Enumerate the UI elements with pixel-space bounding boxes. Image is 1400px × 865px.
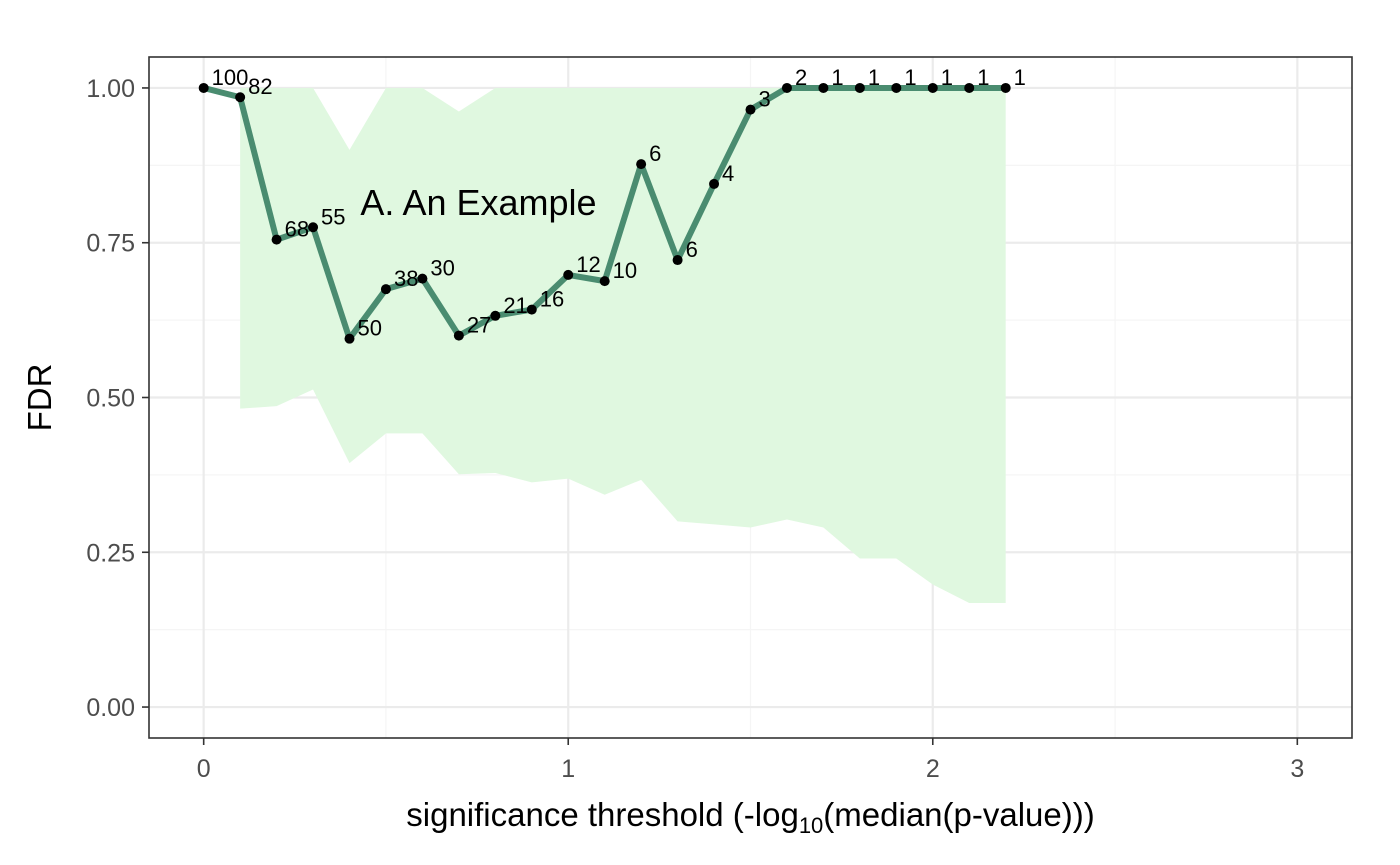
confidence-band (240, 87, 1006, 604)
data-point (380, 284, 391, 295)
data-point (235, 92, 246, 103)
data-point (781, 82, 792, 93)
data-point (344, 333, 355, 344)
point-label: 1 (1014, 65, 1026, 90)
x-tick-label: 3 (1290, 755, 1304, 783)
point-label: 1 (868, 65, 880, 90)
x-axis-title-subscript: 10 (799, 813, 823, 838)
point-label: 100 (212, 65, 249, 90)
data-point (964, 82, 975, 93)
data-point (709, 178, 720, 189)
data-point (417, 273, 428, 284)
data-point (927, 82, 938, 93)
y-tick-label: 0.00 (86, 694, 135, 722)
x-axis-title: significance threshold (-log10(median(p-… (406, 796, 1094, 838)
point-label: 27 (467, 313, 491, 338)
x-tick-label: 2 (926, 755, 940, 783)
point-label: 1 (977, 65, 989, 90)
point-label: 4 (722, 161, 734, 186)
data-points-layer (198, 82, 1011, 344)
point-label: 10 (613, 258, 637, 283)
data-point (308, 222, 319, 233)
point-label: 55 (321, 204, 345, 229)
y-tick-label: 0.50 (86, 385, 135, 413)
point-label: 16 (540, 287, 564, 312)
point-label: 6 (649, 141, 661, 166)
x-axis-ticks: 0 1 2 3 (197, 738, 1304, 783)
point-label: 82 (248, 74, 272, 99)
data-point (563, 269, 574, 280)
point-label: 1 (941, 65, 953, 90)
point-label: 6 (686, 237, 698, 262)
y-tick-label: 1.00 (86, 75, 135, 103)
x-tick-label: 1 (561, 755, 575, 783)
data-point (453, 330, 464, 341)
point-label: 2 (795, 65, 807, 90)
data-point (198, 82, 209, 93)
point-label: 21 (503, 293, 527, 318)
data-point (1000, 82, 1011, 93)
data-point (891, 82, 902, 93)
data-point (526, 304, 537, 315)
y-axis-ticks: 0.00 0.25 0.50 0.75 1.00 (86, 75, 149, 722)
point-label: 1 (831, 65, 843, 90)
point-label: 3 (759, 87, 771, 112)
point-label: 68 (285, 217, 309, 242)
data-point (818, 82, 829, 93)
data-point (599, 276, 610, 287)
y-axis-title: FDR (21, 364, 58, 432)
data-point (490, 310, 501, 321)
y-tick-label: 0.25 (86, 539, 135, 567)
chart-annotation: A. An Example (360, 182, 596, 223)
data-point (636, 159, 647, 170)
point-label: 38 (394, 266, 418, 291)
confidence-band-layer (240, 87, 1006, 604)
data-point (745, 104, 756, 115)
data-point (672, 255, 683, 266)
x-axis-title-suffix: (median(p-value))) (823, 796, 1094, 833)
data-point (854, 82, 865, 93)
x-tick-label: 0 (197, 755, 211, 783)
x-axis-title-main: significance threshold (-log (406, 796, 799, 833)
point-label: 12 (576, 252, 600, 277)
point-label: 50 (358, 316, 382, 341)
point-label: 30 (430, 256, 454, 281)
y-tick-label: 0.75 (86, 230, 135, 258)
point-label: 1 (904, 65, 916, 90)
data-point (271, 234, 282, 245)
